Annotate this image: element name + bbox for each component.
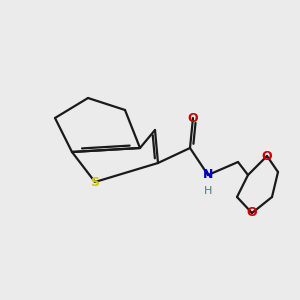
Text: O: O [188, 112, 198, 124]
Text: S: S [91, 176, 100, 188]
Text: H: H [204, 186, 212, 196]
Text: O: O [247, 206, 257, 220]
Text: O: O [262, 149, 272, 163]
Text: N: N [203, 169, 213, 182]
